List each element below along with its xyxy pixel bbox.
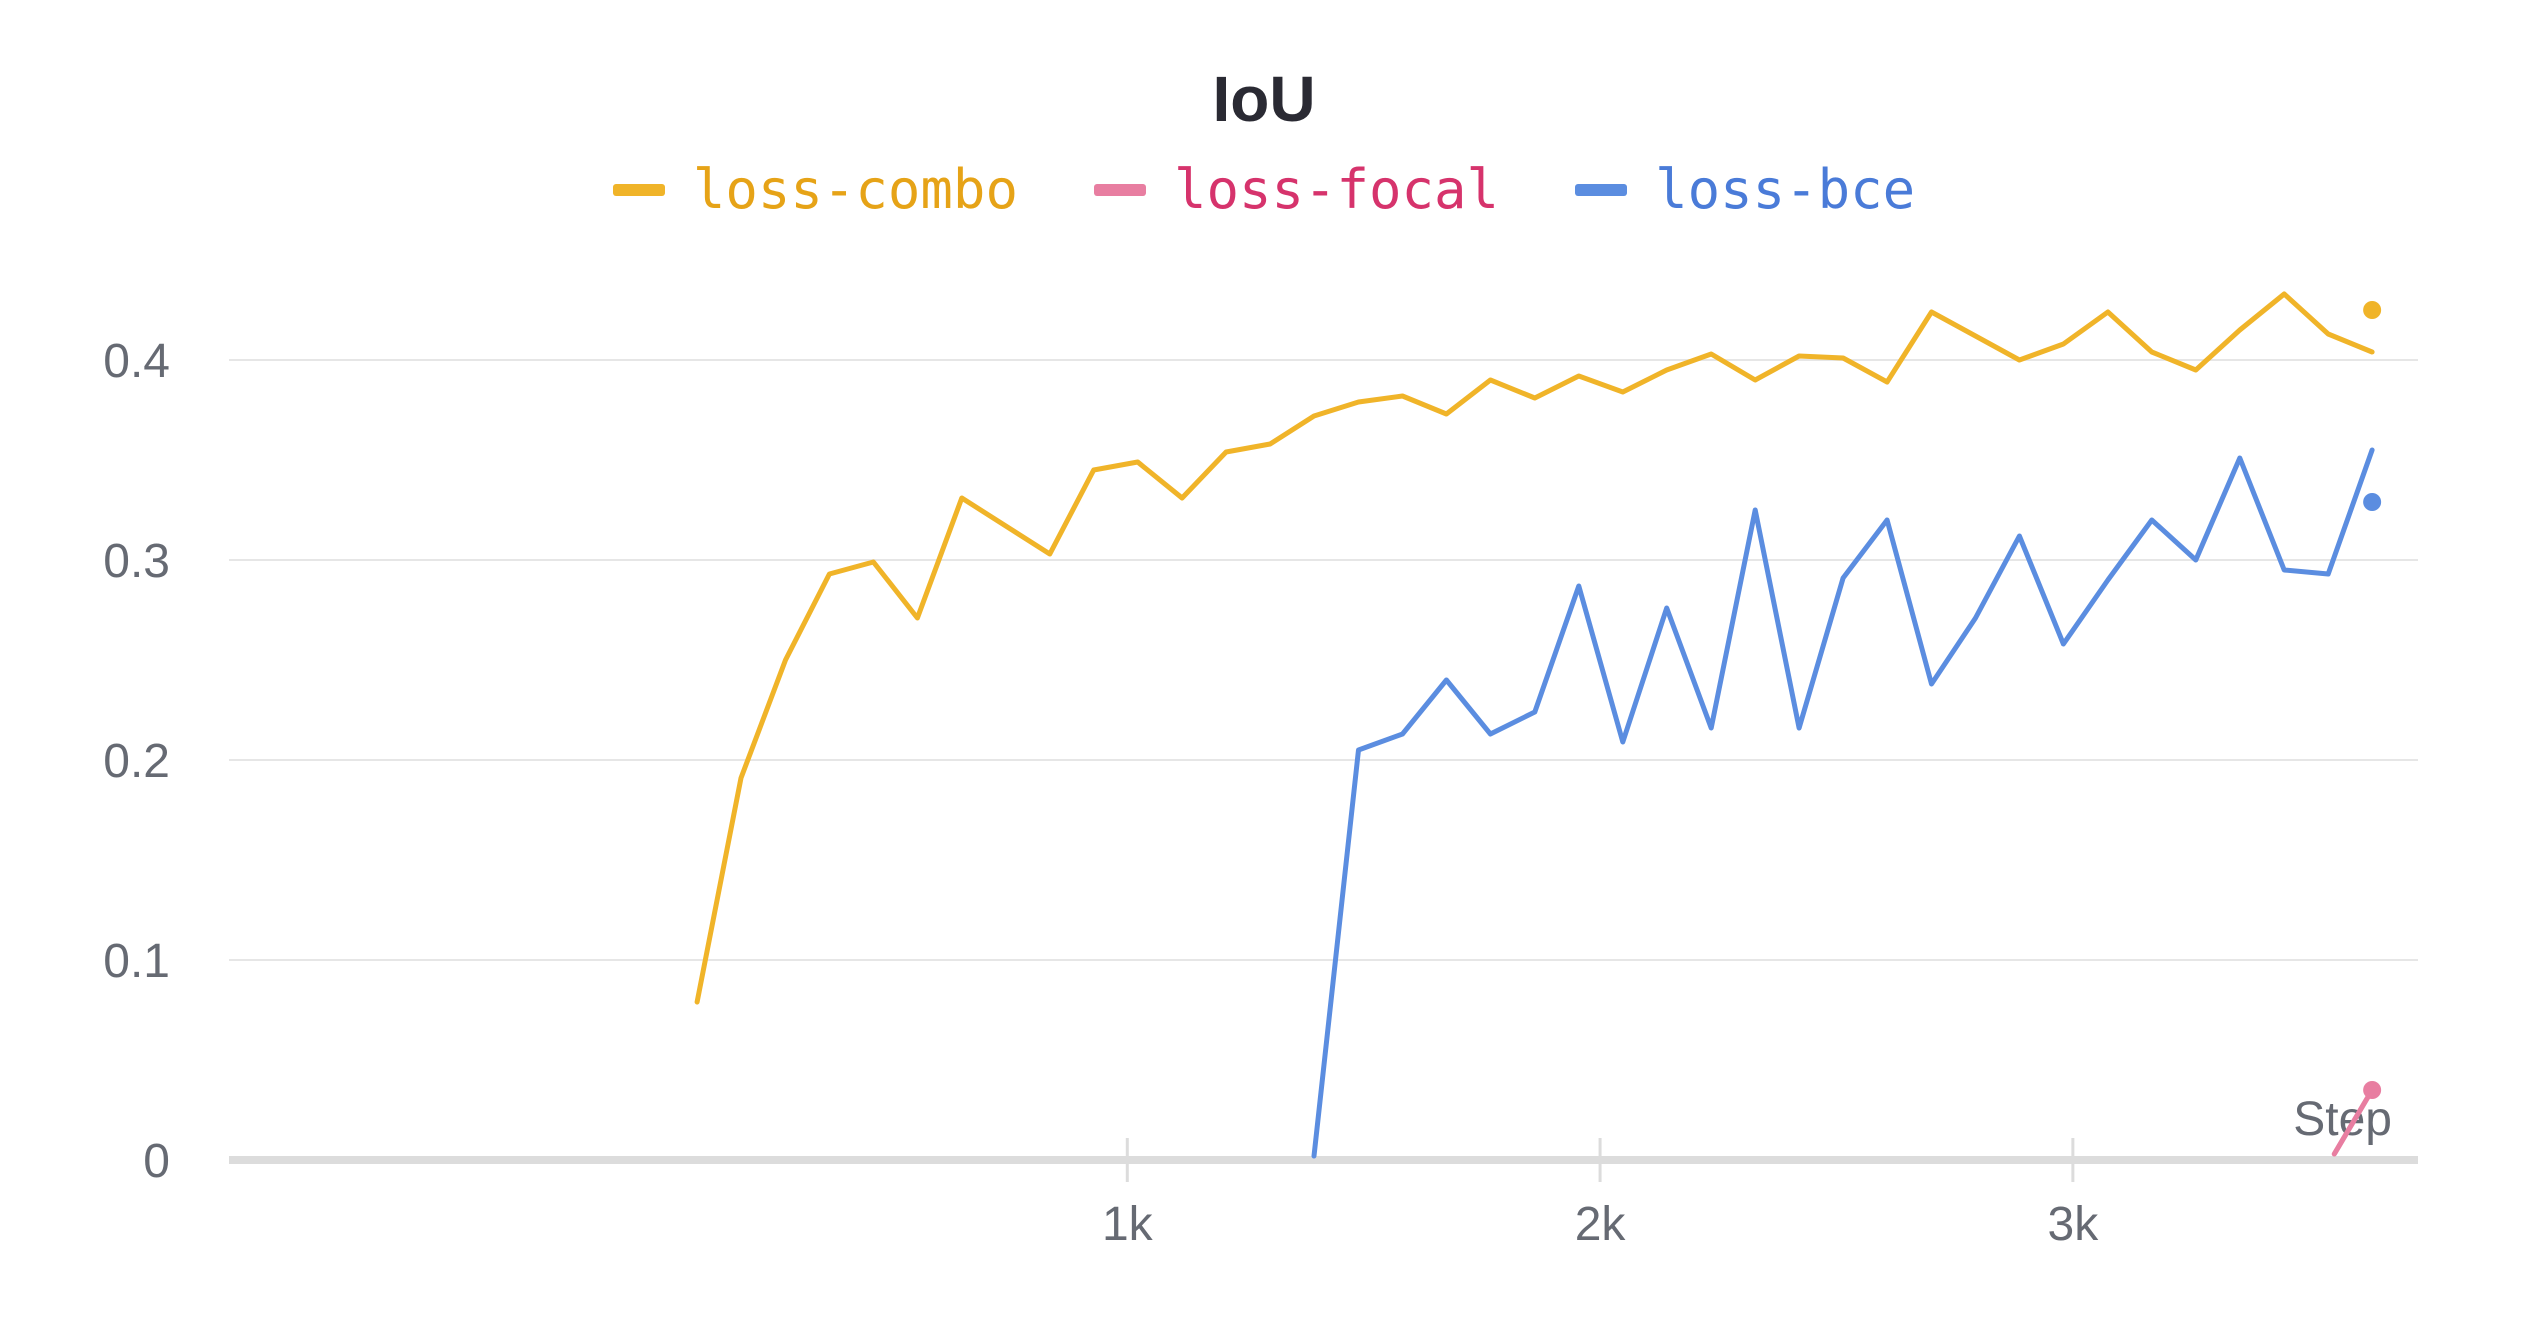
series-line-loss-bce	[1311, 447, 2375, 1159]
x-tick-label: 1k	[1102, 1198, 1154, 1251]
x-tick-label: 3k	[2048, 1198, 2100, 1251]
legend-item-loss-bce[interactable]: loss-bce	[1575, 158, 1915, 221]
y-tick-label: 0.3	[103, 535, 170, 588]
y-tick-label: 0.2	[103, 735, 170, 788]
legend-swatch-loss-focal	[1093, 183, 1146, 196]
legend-swatch-loss-combo	[612, 183, 665, 196]
legend-swatch-loss-bce	[1575, 183, 1628, 196]
legend-label-loss-bce: loss-bce	[1655, 158, 1916, 221]
y-tick-label: 0.4	[103, 335, 170, 388]
legend-label-loss-combo: loss-combo	[692, 158, 1018, 221]
legend-item-loss-focal[interactable]: loss-focal	[1093, 158, 1500, 221]
series-line-loss-focal-overlay	[2331, 1087, 2375, 1157]
end-marker-loss-bce	[2363, 493, 2382, 511]
end-marker-loss-combo	[2363, 301, 2382, 319]
chart-title: IoU	[1212, 63, 1316, 135]
legend-label-loss-focal: loss-focal	[1173, 158, 1500, 221]
series-line-loss-combo	[694, 291, 2375, 1005]
end-marker-loss-focal	[2363, 1081, 2382, 1099]
legend-item-loss-combo[interactable]: loss-combo	[612, 158, 1018, 221]
y-tick-label: 0	[143, 1135, 170, 1188]
x-tick-label: 2k	[1575, 1198, 1627, 1251]
y-tick-label: 0.1	[103, 935, 170, 988]
legend: loss-combo loss-focal loss-bce	[0, 158, 2528, 221]
